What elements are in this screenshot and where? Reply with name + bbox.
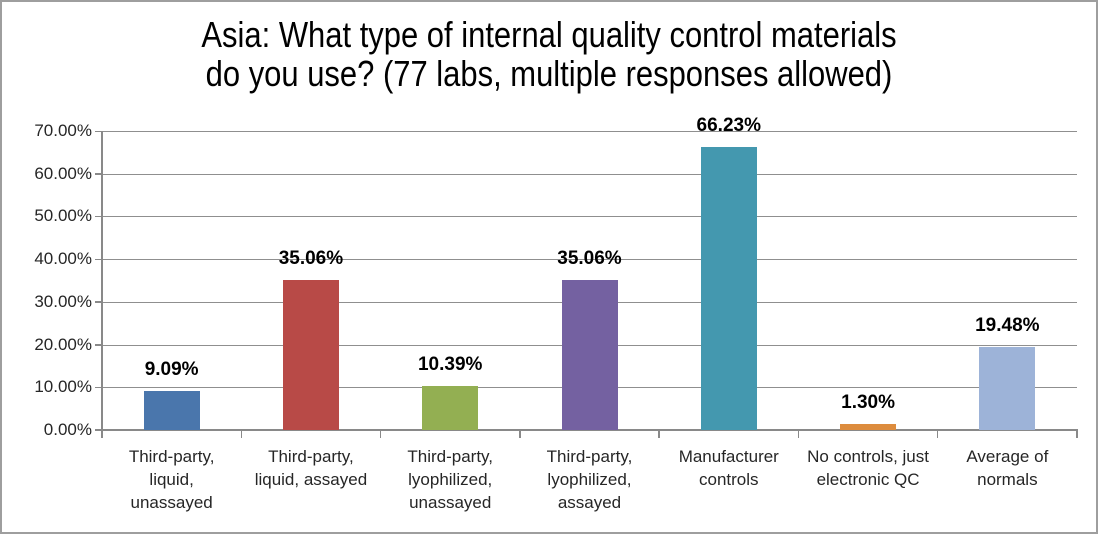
y-tick-label: 60.00% (34, 163, 92, 183)
bar-value-label-manufacturer-controls: 66.23% (696, 115, 761, 137)
y-tick-mark (95, 344, 102, 346)
y-tick-mark (95, 386, 102, 389)
bar-no-controls-just-electronic-qc (840, 424, 897, 430)
x-axis-line (95, 429, 1078, 431)
x-tick-mark (936, 430, 939, 438)
gridline (102, 216, 1077, 218)
chart-title-line-1: Asia: What type of internal quality cont… (201, 14, 897, 55)
y-tick-mark (95, 258, 102, 261)
bar-third-party-liquid-unassayed (143, 391, 200, 430)
y-tick-label: 0.00% (43, 420, 92, 439)
x-category-label-third-party-lyophilized-assayed: Third-party, lyophilized, assayed (546, 447, 633, 512)
bar-value-label-third-party-lyophilized-assayed: 35.06% (557, 248, 622, 270)
y-tick-label: 30.00% (34, 291, 92, 311)
y-tick-mark (95, 215, 102, 218)
chart-title: Asia: What type of internal quality cont… (79, 15, 1020, 93)
x-category-label-average-of-normals: Average of normals (966, 447, 1049, 489)
x-tick-mark (1076, 430, 1078, 438)
x-tick-mark (519, 430, 521, 438)
x-category-label-third-party-lyophilized-unassayed: Third-party, lyophilized, unassayed (407, 447, 494, 512)
x-category-label-third-party-liquid-unassayed: Third-party, liquid, unassayed (128, 447, 215, 512)
x-category-label-no-controls-just-electronic-qc: No controls, just electronic QC (807, 447, 929, 489)
gridline (102, 173, 1077, 175)
y-axis-line (101, 131, 103, 438)
y-tick-mark (95, 301, 102, 303)
chart-title-line-2: do you use? (77 labs, multiple responses… (205, 53, 893, 94)
bar-value-label-third-party-lyophilized-unassayed: 10.39% (417, 353, 483, 375)
bar-third-party-lyophilized-assayed (561, 280, 618, 430)
x-category-label-third-party-liquid-assayed: Third-party, liquid, assayed (254, 447, 368, 489)
bar-average-of-normals (979, 346, 1036, 430)
y-tick-label: 20.00% (34, 334, 92, 354)
bar-manufacturer-controls (700, 147, 757, 430)
bar-third-party-liquid-assayed (282, 280, 339, 430)
y-tick-mark (95, 130, 102, 132)
bar-value-label-third-party-liquid-assayed: 35.06% (278, 248, 344, 270)
x-tick-mark (797, 430, 800, 438)
y-tick-label: 10.00% (34, 377, 92, 397)
y-tick-label: 50.00% (34, 206, 92, 226)
x-tick-mark (379, 430, 382, 438)
bar-value-label-average-of-normals: 19.48% (975, 314, 1040, 336)
y-tick-mark (95, 173, 102, 175)
gridline (102, 131, 1077, 132)
x-category-label-manufacturer-controls: Manufacturer controls (678, 447, 779, 489)
bar-value-label-third-party-liquid-unassayed: 9.09% (144, 359, 199, 381)
x-tick-mark (658, 430, 660, 438)
bar-third-party-lyophilized-unassayed (422, 385, 479, 430)
x-tick-mark (240, 430, 243, 438)
gridline (102, 259, 1077, 261)
x-tick-mark (101, 430, 103, 438)
y-tick-label: 70.00% (34, 121, 92, 140)
y-tick-label: 40.00% (34, 249, 92, 269)
bar-value-label-no-controls-just-electronic-qc: 1.30% (841, 392, 895, 414)
